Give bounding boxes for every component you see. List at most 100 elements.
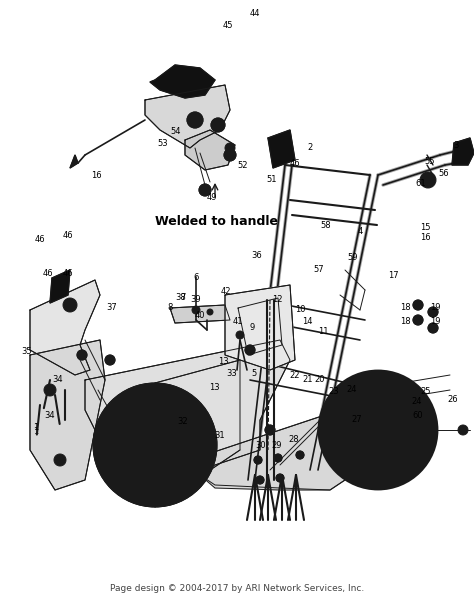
Text: 35: 35 <box>22 347 32 356</box>
Circle shape <box>326 378 430 482</box>
Polygon shape <box>452 138 474 165</box>
Text: Page design © 2004-2017 by ARI Network Services, Inc.: Page design © 2004-2017 by ARI Network S… <box>110 584 364 593</box>
Circle shape <box>428 323 438 333</box>
Circle shape <box>256 476 264 484</box>
Circle shape <box>113 403 197 487</box>
Polygon shape <box>268 130 295 168</box>
Text: 2: 2 <box>307 144 313 153</box>
Text: 12: 12 <box>272 296 282 305</box>
Circle shape <box>370 422 386 438</box>
Circle shape <box>77 350 87 360</box>
Text: 61: 61 <box>416 178 426 188</box>
Text: 56: 56 <box>439 168 449 177</box>
Polygon shape <box>85 340 290 470</box>
Text: 16: 16 <box>419 233 430 242</box>
Text: 34: 34 <box>53 376 64 385</box>
Text: 29: 29 <box>272 442 282 451</box>
Text: 44: 44 <box>250 10 260 19</box>
Circle shape <box>348 400 408 460</box>
Text: 15: 15 <box>420 222 430 231</box>
Polygon shape <box>30 340 105 490</box>
Circle shape <box>413 300 423 310</box>
Text: 5: 5 <box>251 368 256 377</box>
Polygon shape <box>170 305 230 323</box>
Text: 10: 10 <box>295 305 305 314</box>
Circle shape <box>211 118 225 132</box>
Text: 36: 36 <box>252 251 263 260</box>
Text: 11: 11 <box>318 328 328 337</box>
Circle shape <box>224 149 236 161</box>
Circle shape <box>265 425 275 435</box>
Text: 32: 32 <box>178 418 188 427</box>
Text: 18: 18 <box>400 302 410 311</box>
Text: 30: 30 <box>255 441 266 450</box>
Text: 7: 7 <box>180 293 186 302</box>
Circle shape <box>105 355 115 365</box>
Text: 42: 42 <box>221 287 231 296</box>
Text: 60: 60 <box>413 410 423 419</box>
Circle shape <box>214 121 222 129</box>
Text: 21: 21 <box>303 376 313 385</box>
Text: 13: 13 <box>209 383 219 392</box>
Text: 14: 14 <box>302 317 312 326</box>
Circle shape <box>254 456 262 464</box>
Text: 6: 6 <box>193 272 199 281</box>
Text: 46: 46 <box>63 269 73 278</box>
Text: 3: 3 <box>453 141 459 150</box>
Circle shape <box>190 115 200 125</box>
Text: 33: 33 <box>227 368 237 377</box>
Circle shape <box>245 345 255 355</box>
Text: 38: 38 <box>176 293 186 302</box>
Text: 17: 17 <box>388 270 398 279</box>
Text: 54: 54 <box>171 127 181 136</box>
Circle shape <box>320 372 436 488</box>
Circle shape <box>195 457 205 467</box>
Polygon shape <box>200 400 385 490</box>
Text: 4: 4 <box>357 228 363 237</box>
Circle shape <box>187 112 203 128</box>
Polygon shape <box>30 280 100 375</box>
Text: 55: 55 <box>425 157 435 166</box>
Text: 41: 41 <box>233 317 243 326</box>
Text: 46: 46 <box>43 269 53 278</box>
Text: 27: 27 <box>352 415 362 424</box>
Text: 8: 8 <box>167 304 173 313</box>
Circle shape <box>145 435 165 455</box>
Text: 22: 22 <box>290 370 300 379</box>
Text: 19: 19 <box>430 302 440 311</box>
Text: 59: 59 <box>348 252 358 261</box>
Text: 19: 19 <box>430 317 440 326</box>
Text: 37: 37 <box>107 304 118 313</box>
Text: 16: 16 <box>91 171 101 180</box>
Circle shape <box>458 425 468 435</box>
Text: 53: 53 <box>158 138 168 147</box>
Text: 39: 39 <box>191 296 201 305</box>
Text: 1: 1 <box>33 424 38 433</box>
Circle shape <box>192 306 200 314</box>
Text: 31: 31 <box>215 432 225 441</box>
Circle shape <box>207 309 213 315</box>
Circle shape <box>276 474 284 482</box>
Circle shape <box>130 420 180 470</box>
Text: 13: 13 <box>218 358 228 367</box>
Text: Welded to handle: Welded to handle <box>155 215 278 228</box>
Text: 9: 9 <box>249 323 255 332</box>
Text: 26: 26 <box>447 395 458 404</box>
Text: 20: 20 <box>315 376 325 385</box>
Circle shape <box>296 451 304 459</box>
Text: 52: 52 <box>238 160 248 169</box>
Text: 24: 24 <box>347 385 357 394</box>
Circle shape <box>44 384 56 396</box>
Polygon shape <box>70 155 78 168</box>
Circle shape <box>199 184 211 196</box>
Polygon shape <box>185 130 235 170</box>
Circle shape <box>93 383 217 507</box>
Text: 24: 24 <box>412 397 422 406</box>
Circle shape <box>420 172 436 188</box>
Circle shape <box>225 143 235 153</box>
Text: 46: 46 <box>35 236 46 245</box>
Circle shape <box>236 331 244 339</box>
Text: 46: 46 <box>63 231 73 240</box>
Polygon shape <box>150 65 215 98</box>
Text: 40: 40 <box>195 311 205 320</box>
